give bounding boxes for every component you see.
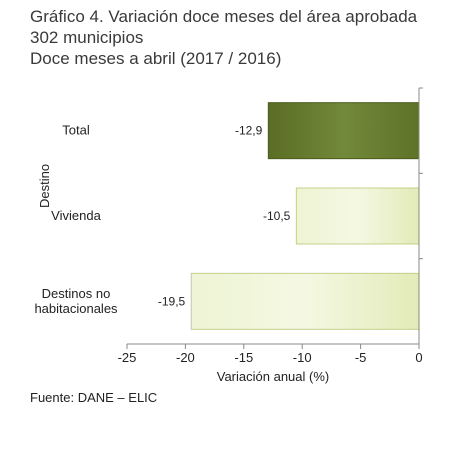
data-label-vivienda: -10,5	[263, 209, 291, 223]
x-axis-title: Variación anual (%)	[217, 369, 329, 384]
data-label-total: -12,9	[235, 124, 263, 138]
chart-title-block: Gráfico 4. Variación doce meses del área…	[30, 6, 466, 69]
axis-layer	[126, 87, 423, 349]
bar-total	[267, 102, 420, 160]
category-label-destinos-no-habitacionales: Destinos no habitacionales	[34, 286, 118, 316]
chart-subtitle-period: Doce meses a abril (2017 / 2016)	[30, 49, 282, 68]
bars-layer	[190, 102, 420, 330]
labels-layer: -12,9 Total -10,5 Vivienda -19,5 Destinos no h…	[34, 123, 422, 384]
category-label-total: Total	[62, 123, 90, 138]
bar-destinos-no-habitacionales	[190, 272, 420, 330]
x-tick-label: -25	[118, 350, 137, 365]
bar-vivienda	[295, 187, 420, 245]
x-tick-label: 0	[415, 350, 422, 365]
chart-title: Gráfico 4. Variación doce meses del área…	[30, 7, 418, 26]
chart-subtitle-municipios: 302 municipios	[30, 28, 144, 47]
category-label-vivienda: Vivienda	[51, 208, 101, 223]
x-tick-label: -15	[234, 350, 253, 365]
x-tick-label: -20	[176, 350, 195, 365]
source-note: Fuente: DANE – ELIC	[30, 390, 158, 405]
x-tick-label: -5	[355, 350, 367, 365]
x-tick-label: -10	[293, 350, 312, 365]
data-label-destinos-no-habitacionales: -19,5	[158, 294, 186, 308]
y-axis-title: Destino	[37, 164, 52, 208]
